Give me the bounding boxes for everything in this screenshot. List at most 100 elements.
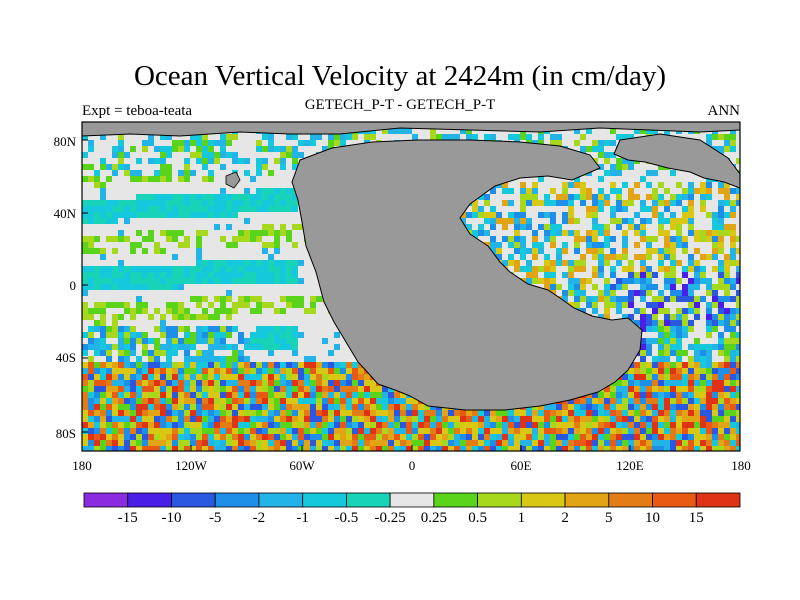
field-cell	[88, 398, 94, 404]
field-cell	[544, 272, 550, 278]
field-cell	[532, 248, 538, 254]
field-cell	[670, 236, 676, 242]
field-cell	[214, 422, 220, 428]
field-cell	[688, 368, 694, 374]
field-cell	[520, 242, 526, 248]
field-cell	[706, 320, 712, 326]
field-cell	[694, 368, 700, 374]
field-cell	[310, 134, 316, 140]
field-cell	[154, 350, 160, 356]
field-cell	[472, 230, 478, 236]
field-cell	[112, 332, 118, 338]
field-cell	[520, 224, 526, 230]
field-cell	[388, 410, 394, 416]
field-cell	[652, 368, 658, 374]
field-cell	[442, 134, 448, 140]
field-cell	[376, 398, 382, 404]
field-cell	[112, 266, 118, 272]
field-cell	[244, 446, 250, 451]
field-cell	[220, 278, 226, 284]
field-cell	[226, 278, 232, 284]
field-cell	[514, 224, 520, 230]
field-cell	[562, 242, 568, 248]
field-cell	[646, 350, 652, 356]
field-cell	[724, 344, 730, 350]
field-cell	[202, 260, 208, 266]
field-cell	[700, 344, 706, 350]
field-cell	[712, 236, 718, 242]
field-cell	[280, 158, 286, 164]
field-cell	[694, 374, 700, 380]
field-cell	[502, 260, 508, 266]
field-cell	[142, 266, 148, 272]
field-cell	[640, 260, 646, 266]
field-cell	[604, 296, 610, 302]
field-cell	[340, 374, 346, 380]
field-cell	[100, 332, 106, 338]
field-cell	[202, 314, 208, 320]
field-cell	[676, 224, 682, 230]
field-cell	[592, 212, 598, 218]
field-cell	[700, 296, 706, 302]
field-cell	[736, 404, 740, 410]
field-cell	[328, 140, 334, 146]
field-cell	[100, 200, 106, 206]
field-cell	[280, 152, 286, 158]
field-cell	[196, 422, 202, 428]
field-cell	[166, 230, 172, 236]
field-cell	[190, 266, 196, 272]
field-cell	[82, 272, 88, 278]
field-cell	[508, 188, 514, 194]
field-cell	[178, 404, 184, 410]
field-cell	[412, 422, 418, 428]
field-cell	[124, 152, 130, 158]
field-cell	[82, 434, 88, 440]
field-cell	[430, 428, 436, 434]
field-cell	[718, 218, 724, 224]
model-label: GETECH_P-T - GETECH_P-T	[304, 97, 496, 113]
field-cell	[130, 332, 136, 338]
field-cell	[196, 140, 202, 146]
field-cell	[526, 218, 532, 224]
field-cell	[682, 314, 688, 320]
field-cell	[244, 200, 250, 206]
field-cell	[202, 194, 208, 200]
field-cell	[124, 284, 130, 290]
field-cell	[250, 386, 256, 392]
field-cell	[514, 248, 520, 254]
field-cell	[130, 398, 136, 404]
field-cell	[226, 290, 232, 296]
field-cell	[196, 446, 202, 451]
field-cell	[604, 140, 610, 146]
field-cell	[154, 428, 160, 434]
field-cell	[178, 272, 184, 278]
field-cell	[580, 290, 586, 296]
field-cell	[154, 344, 160, 350]
field-cell	[424, 428, 430, 434]
field-cell	[112, 164, 118, 170]
field-cell	[166, 236, 172, 242]
field-cell	[184, 194, 190, 200]
field-cell	[598, 422, 604, 428]
field-cell	[190, 440, 196, 446]
field-cell	[628, 314, 634, 320]
field-cell	[262, 386, 268, 392]
field-cell	[724, 200, 730, 206]
field-cell	[286, 188, 292, 194]
field-cell	[250, 416, 256, 422]
field-cell	[202, 356, 208, 362]
field-cell	[94, 428, 100, 434]
field-cell	[148, 236, 154, 242]
field-cell	[94, 182, 100, 188]
field-cell	[580, 188, 586, 194]
field-cell	[718, 392, 724, 398]
field-cell	[658, 164, 664, 170]
field-cell	[232, 266, 238, 272]
field-cell	[268, 230, 274, 236]
field-cell	[682, 380, 688, 386]
field-cell	[526, 188, 532, 194]
field-cell	[202, 338, 208, 344]
field-cell	[268, 362, 274, 368]
field-cell	[190, 278, 196, 284]
field-cell	[694, 440, 700, 446]
